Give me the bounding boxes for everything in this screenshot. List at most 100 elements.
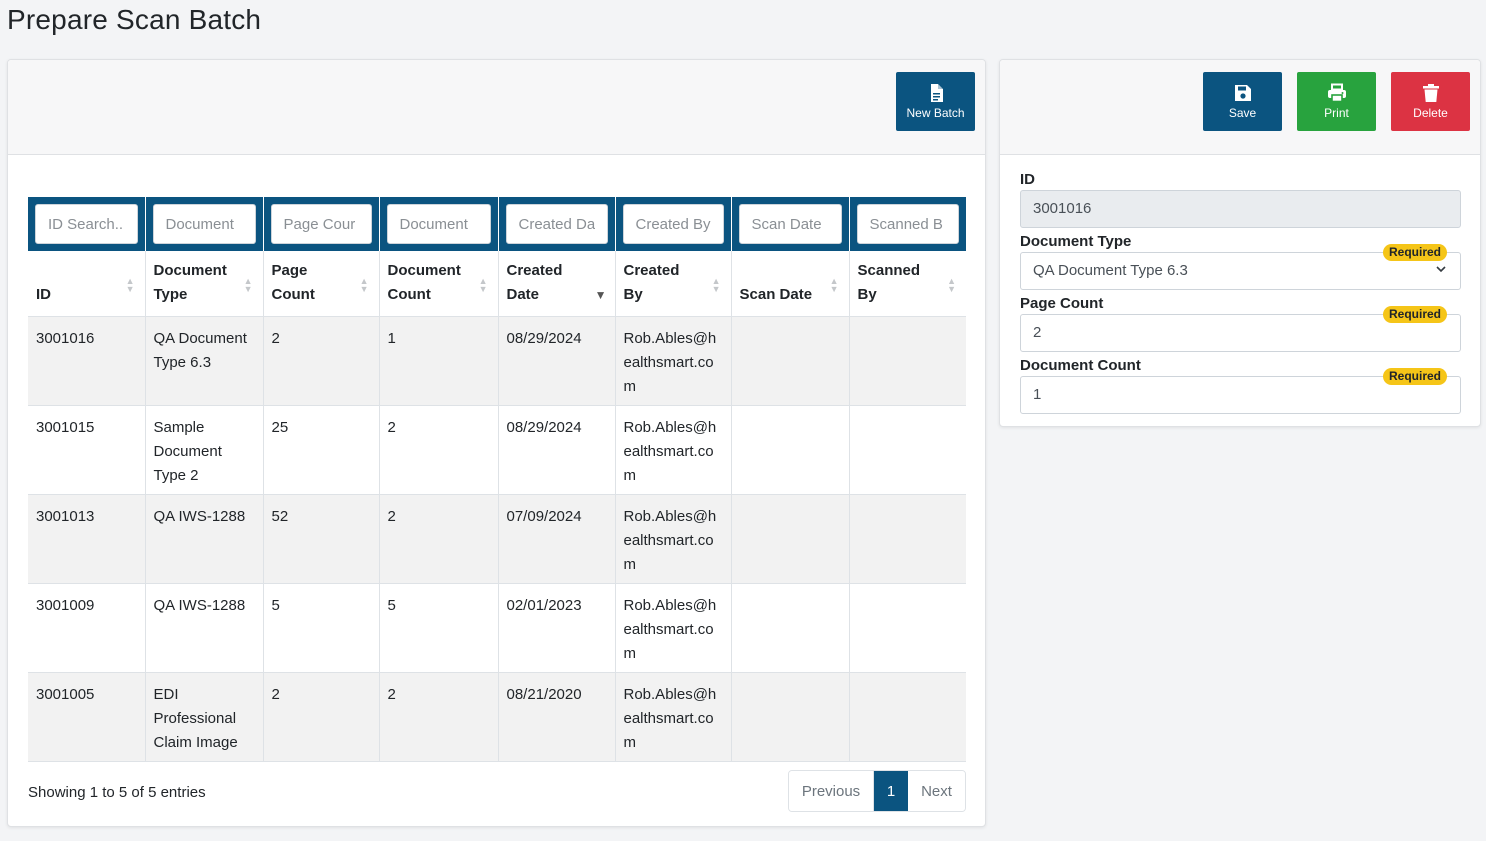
- sort-icon: ▲ ▼: [947, 276, 956, 294]
- column-header-created-by[interactable]: Created By ▲ ▼: [615, 251, 732, 317]
- cell-document-count: 2: [379, 405, 499, 495]
- cell-document-count: 2: [379, 672, 499, 762]
- sort-icon: ▲ ▼: [478, 276, 488, 294]
- save-icon: [1234, 85, 1251, 101]
- batch-list-card: New Batch ID▲▼ Doc: [7, 59, 986, 827]
- sort-icon: ▲ ▼: [711, 276, 721, 294]
- save-button[interactable]: Save: [1203, 72, 1282, 131]
- document-count-label: Document Count: [1020, 357, 1141, 374]
- cell-id: 3001005: [28, 672, 146, 762]
- table-row[interactable]: 3001015 Sample Document Type 2 25 2 08/2…: [28, 405, 966, 495]
- column-header-scan-date[interactable]: Scan Date ▲ ▼: [731, 251, 850, 317]
- created-by-filter[interactable]: [622, 204, 724, 244]
- cell-scan-date: [731, 316, 850, 406]
- scan-date-filter[interactable]: [738, 204, 842, 244]
- batch-form: ID 3001016 Document Type QA Document Typ…: [1020, 170, 1461, 418]
- id-label: ID: [1020, 171, 1035, 188]
- cell-document-type: QA Document Type 6.3: [145, 316, 264, 406]
- sort-icon: ▲ ▼: [243, 276, 253, 294]
- cell-scanned-by: [849, 316, 966, 406]
- pagination: Previous 1 Next: [788, 770, 966, 812]
- entries-info: Showing 1 to 5 of 5 entries: [28, 784, 206, 801]
- cell-page-count: 25: [263, 405, 380, 495]
- cell-created-by: Rob.Ables@healthsmart.com: [615, 494, 732, 584]
- sort-icon: ▲ ▼: [125, 276, 135, 294]
- column-header-document-count[interactable]: Document Count ▲ ▼: [379, 251, 499, 317]
- cell-created-by: Rob.Ables@healthsmart.com: [615, 583, 732, 673]
- column-header-id[interactable]: ID ▲ ▼: [28, 251, 146, 317]
- cell-document-count: 1: [379, 316, 499, 406]
- id-value: 3001016: [1033, 200, 1092, 217]
- cell-created-date: 07/09/2024: [498, 494, 616, 584]
- column-header-page-count[interactable]: Page Count ▲ ▼: [263, 251, 380, 317]
- document-count-value: 1: [1033, 386, 1042, 403]
- cell-created-date: 08/29/2024: [498, 405, 616, 495]
- document-type-filter[interactable]: [152, 204, 256, 244]
- cell-document-count: 5: [379, 583, 499, 673]
- cell-page-count: 2: [263, 316, 380, 406]
- cell-scan-date: [731, 583, 850, 673]
- id-field: 3001016: [1020, 190, 1461, 228]
- cell-scan-date: [731, 672, 850, 762]
- document-count-filter[interactable]: [386, 204, 491, 244]
- scanned-by-filter[interactable]: [856, 204, 959, 244]
- required-badge: Required: [1382, 244, 1447, 261]
- new-batch-label: New Batch: [906, 106, 965, 120]
- page-count-label: Page Count: [1020, 295, 1104, 312]
- table-row[interactable]: 3001005 EDI Professional Claim Image 2 2…: [28, 672, 966, 762]
- print-button[interactable]: Print: [1297, 72, 1376, 131]
- cell-document-count: 2: [379, 494, 499, 584]
- page-count-filter[interactable]: [270, 204, 372, 244]
- new-batch-button[interactable]: New Batch: [896, 72, 975, 131]
- trash-icon: [1422, 84, 1439, 102]
- print-icon: [1327, 83, 1346, 103]
- next-page-button[interactable]: Next: [908, 771, 965, 811]
- column-header-document-type[interactable]: Document Type ▲ ▼: [145, 251, 264, 317]
- previous-page-button[interactable]: Previous: [789, 771, 874, 811]
- cell-scan-date: [731, 405, 850, 495]
- cell-scanned-by: [849, 672, 966, 762]
- cell-scanned-by: [849, 494, 966, 584]
- created-date-filter[interactable]: [505, 204, 608, 244]
- page-title: Prepare Scan Batch: [7, 4, 262, 35]
- cell-created-date: 08/21/2020: [498, 672, 616, 762]
- cell-created-date: 08/29/2024: [498, 316, 616, 406]
- column-header-scanned-by[interactable]: Scanned By ▲ ▼: [849, 251, 966, 317]
- cell-document-type: Sample Document Type 2: [145, 405, 264, 495]
- sort-desc-icon: ▼: [594, 288, 607, 302]
- save-label: Save: [1228, 106, 1257, 120]
- document-type-label: Document Type: [1020, 233, 1132, 250]
- cell-scanned-by: [849, 405, 966, 495]
- column-header-created-date[interactable]: Created Date ▼: [498, 251, 616, 317]
- cell-created-by: Rob.Ables@healthsmart.com: [615, 672, 732, 762]
- chevron-down-icon: [1436, 266, 1446, 273]
- table-row[interactable]: 3001009 QA IWS-1288 5 5 02/01/2023 Rob.A…: [28, 583, 966, 673]
- id-search-input[interactable]: [35, 204, 138, 244]
- document-type-select[interactable]: QA Document Type 6.3 Required: [1020, 244, 1461, 290]
- delete-label: Delete: [1413, 106, 1448, 120]
- cell-document-type: QA IWS-1288: [145, 583, 264, 673]
- table-row[interactable]: 3001016 QA Document Type 6.3 2 1 08/29/2…: [28, 316, 966, 406]
- cell-page-count: 52: [263, 494, 380, 584]
- cell-scanned-by: [849, 583, 966, 673]
- page-1-button[interactable]: 1: [874, 771, 908, 811]
- delete-button[interactable]: Delete: [1391, 72, 1470, 131]
- batch-detail-card: Save Print Delete ID 3001016 Document Ty…: [999, 59, 1481, 427]
- page-count-input[interactable]: 2 Required: [1020, 306, 1461, 352]
- print-label: Print: [1324, 106, 1349, 120]
- cell-page-count: 5: [263, 583, 380, 673]
- cell-document-type: EDI Professional Claim Image: [145, 672, 264, 762]
- page-count-value: 2: [1033, 324, 1042, 341]
- table-row[interactable]: 3001013 QA IWS-1288 52 2 07/09/2024 Rob.…: [28, 494, 966, 584]
- document-count-input[interactable]: 1 Required: [1020, 368, 1461, 414]
- cell-created-by: Rob.Ables@healthsmart.com: [615, 405, 732, 495]
- batch-list-toolbar: New Batch: [8, 60, 985, 155]
- cell-id: 3001009: [28, 583, 146, 673]
- sort-icon: ▲ ▼: [359, 276, 369, 294]
- file-icon: [930, 84, 943, 102]
- filter-row: [28, 197, 966, 251]
- cell-id: 3001015: [28, 405, 146, 495]
- cell-created-by: Rob.Ables@healthsmart.com: [615, 316, 732, 406]
